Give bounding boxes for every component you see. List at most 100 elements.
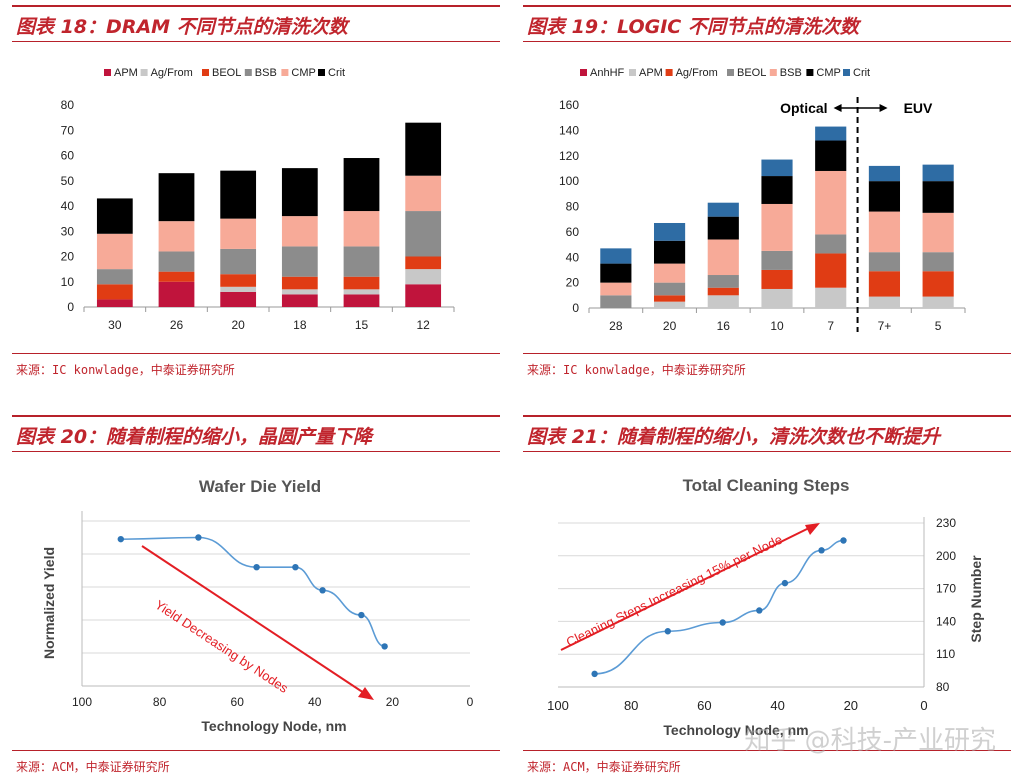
x-tick-label: 60 — [697, 698, 711, 713]
bar-segment — [761, 176, 793, 204]
bar-segment — [281, 276, 318, 290]
x-tick-label: 20 — [386, 695, 400, 709]
legend-swatch — [727, 69, 734, 76]
bar-segment — [815, 287, 847, 308]
logic-chart: AnhHF APM Ag/From BEOL BSB CMP Crit 0 20 40 60 80 10… — [559, 67, 966, 333]
bar-segment — [281, 246, 318, 277]
bar-segment — [405, 269, 442, 285]
x-axis-label: Technology Node, nm — [201, 718, 346, 734]
bar-segment — [220, 248, 257, 275]
legend-swatch — [244, 69, 252, 76]
legend-swatch — [665, 69, 673, 76]
bar-segment — [281, 289, 318, 295]
legend-label: Ag/From — [151, 67, 193, 79]
bar-segment — [922, 212, 954, 253]
y-tick-label: 20 — [566, 276, 580, 290]
y-tick-label: 140 — [936, 614, 956, 628]
legend-label: AnhHF — [590, 67, 625, 79]
legend-label: BEOL — [212, 67, 241, 79]
panel-title: 图表 18：DRAM 不同节点的清洗次数 — [16, 16, 348, 38]
y-tick-label: 10 — [61, 275, 75, 289]
y-tick-label: 40 — [61, 199, 75, 213]
bar-segment — [868, 252, 901, 272]
bar-segment — [405, 256, 442, 270]
legend-swatch — [318, 69, 325, 76]
data-point — [319, 587, 326, 594]
y-tick-label: 200 — [936, 549, 956, 563]
bar-segment — [405, 284, 442, 307]
trend-arrow — [560, 527, 810, 651]
y-tick-label: 60 — [566, 225, 580, 239]
panel-logic: 图表 19：LOGIC 不同节点的清洗次数 AnhHF APM Ag/From BEO… — [523, 5, 1011, 385]
y-tick-label: 80 — [936, 680, 950, 694]
x-tick-label: 10 — [770, 319, 784, 333]
bar-segment — [653, 295, 686, 302]
y-tick-label: 70 — [61, 123, 75, 137]
bar-segment — [761, 250, 793, 270]
legend-label: APM — [639, 67, 663, 79]
panel-title: 图表 19：LOGIC 不同节点的清洗次数 — [527, 16, 859, 38]
bar-segment — [653, 240, 686, 264]
bar-segment — [707, 275, 739, 288]
data-point — [781, 579, 789, 587]
annotation-euv: EUV — [904, 100, 933, 116]
bar-segment — [707, 239, 739, 276]
y-tick-label: 100 — [559, 174, 579, 188]
bar-segment — [600, 248, 632, 264]
cleaning-steps-chart: Total Cleaning Steps80110140170200230100… — [547, 476, 984, 738]
bar-segment — [158, 251, 195, 272]
bar-segment — [653, 301, 686, 308]
y-axis-label: Normalized Yield — [41, 547, 57, 659]
panel-header: 图表 18：DRAM 不同节点的清洗次数 — [12, 5, 500, 42]
bar-segment — [343, 294, 380, 307]
legend-swatch — [281, 69, 289, 76]
x-tick-label: 100 — [72, 695, 92, 709]
trend-arrow-head — [805, 523, 820, 535]
bar-segment — [815, 126, 847, 141]
x-tick-label: 16 — [717, 319, 731, 333]
bar-segment — [707, 287, 739, 296]
data-point — [664, 628, 671, 635]
bar-segment — [405, 175, 442, 212]
legend-label: Ag/From — [676, 67, 718, 79]
source-note: 来源：IC konwladge，中泰证券研究所 — [16, 363, 235, 377]
x-tick-label: 7+ — [878, 319, 892, 333]
legend-label: Crit — [853, 67, 870, 79]
x-tick-label: 28 — [609, 319, 623, 333]
x-tick-label: 12 — [416, 318, 430, 332]
bar-segment — [653, 222, 686, 241]
bar-segment — [158, 173, 195, 222]
x-tick-label: 60 — [231, 695, 245, 709]
panel-title: 图表 20：随着制程的缩小，晶圆产量下降 — [16, 426, 373, 448]
data-point — [117, 535, 125, 543]
x-tick-label: 7 — [827, 319, 834, 333]
bar-segment — [220, 286, 257, 292]
bar-segment — [868, 271, 901, 297]
chart-title: Total Cleaning Steps — [683, 476, 850, 495]
bar-segment — [343, 158, 380, 212]
legend-label: BSB — [255, 67, 277, 79]
x-tick-label: 0 — [920, 698, 927, 713]
data-point — [292, 564, 299, 571]
y-tick-label: 110 — [936, 647, 955, 661]
x-tick-label: 5 — [935, 319, 942, 333]
panel-header: 图表 20：随着制程的缩小，晶圆产量下降 — [12, 415, 500, 452]
chart-title: Wafer Die Yield — [199, 477, 321, 496]
legend-label: Crit — [328, 67, 345, 79]
bar-segment — [600, 263, 632, 283]
legend-label: CMP — [291, 67, 315, 79]
bar-segment — [707, 216, 739, 240]
bar-segment — [815, 140, 847, 171]
data-point — [818, 547, 825, 554]
y-axis-label: Step Number — [968, 555, 984, 643]
panel-cleaning-steps: 图表 21：随着制程的缩小，清洗次数也不断提升 Total Cleaning S… — [523, 415, 1011, 777]
bar-segment — [600, 295, 632, 308]
x-tick-label: 20 — [663, 319, 677, 333]
bar-segment — [815, 234, 847, 254]
bar-segment — [922, 181, 954, 213]
panel-dram: 图表 18：DRAM 不同节点的清洗次数 APM Ag/From BEOL BSB CM… — [12, 5, 500, 385]
annotation-optical: Optical — [780, 100, 827, 116]
legend-label: BSB — [780, 67, 802, 79]
bar-segment — [158, 271, 195, 282]
bar-segment — [281, 294, 318, 307]
